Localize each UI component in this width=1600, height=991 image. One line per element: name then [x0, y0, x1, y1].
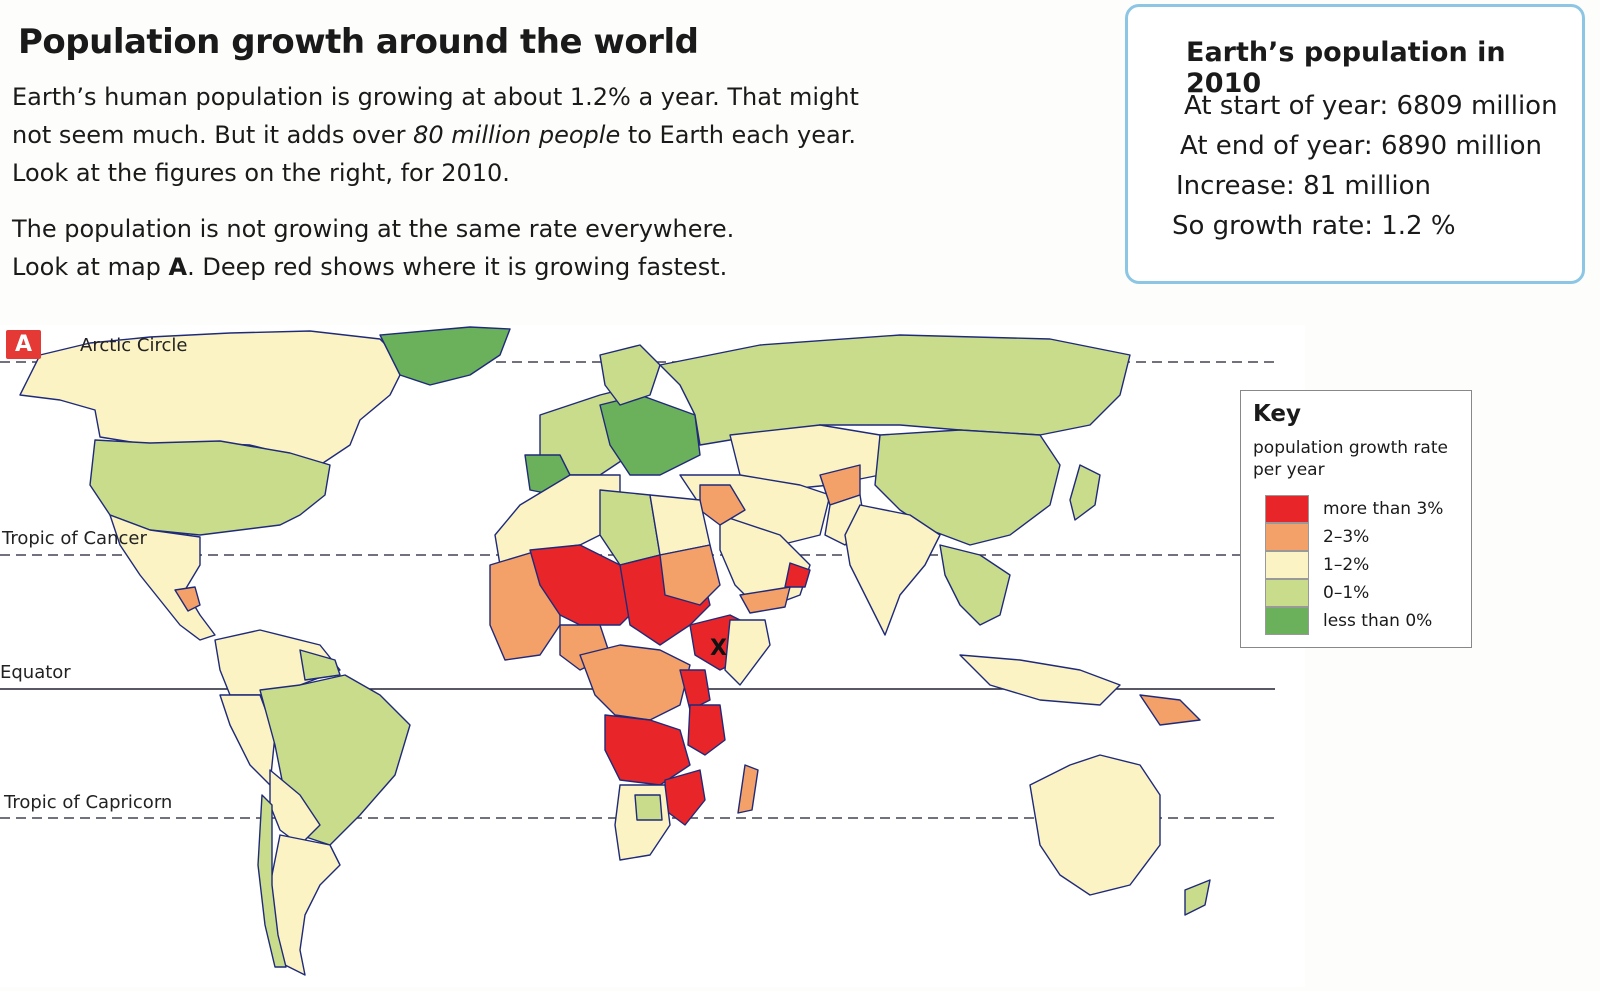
region-central-africa	[579, 644, 691, 721]
key-swatch	[1265, 495, 1309, 523]
key-swatch	[1265, 523, 1309, 551]
region-russia	[659, 334, 1131, 446]
intro-line-3: Look at the figures on the right, for 20…	[12, 159, 510, 187]
note-line-2-post: . Deep red shows where it is growing fas…	[187, 253, 728, 281]
region-sudan	[659, 544, 721, 606]
region-uganda	[679, 669, 711, 711]
label-arctic-circle: Arctic Circle	[80, 335, 188, 356]
stat-start: At start of year: 6809 million	[1184, 91, 1558, 121]
stat-increase-label: Increase:	[1176, 171, 1295, 201]
key-subtitle: population growth rate per year	[1253, 438, 1448, 480]
stat-increase: Increase: 81 million	[1176, 171, 1431, 201]
world-map: X	[0, 325, 1305, 987]
key-label: 0–1%	[1323, 583, 1370, 603]
region-botswana	[634, 794, 663, 821]
label-tropic-of-cancer: Tropic of Cancer	[2, 528, 147, 549]
note-line-2-pre: Look at map	[12, 253, 169, 281]
stats-box: Earth’s population in 2010 At start of y…	[1125, 4, 1585, 284]
region-scandinavia	[599, 344, 661, 406]
region-greenland	[379, 326, 511, 386]
key-swatch	[1265, 607, 1309, 635]
region-papua	[1139, 694, 1201, 726]
region-southeast-asia	[939, 544, 1011, 626]
region-madagascar	[737, 764, 759, 814]
intro-line-2-pre: not seem much. But it adds over	[12, 121, 414, 149]
map-marker-x: X	[710, 636, 727, 661]
map-key: Key population growth rate per year more…	[1240, 390, 1472, 648]
label-tropic-of-capricorn: Tropic of Capricorn	[4, 792, 173, 813]
stats-title: Earth’s population in 2010	[1186, 37, 1506, 99]
region-oman	[784, 562, 811, 588]
region-chile	[257, 794, 287, 968]
region-china	[874, 429, 1061, 546]
region-guatemala	[174, 586, 201, 612]
key-label: 2–3%	[1323, 527, 1370, 547]
region-somalia	[724, 619, 771, 686]
intro-line-1: Earth’s human population is growing at a…	[12, 83, 859, 111]
intro-line-2: not seem much. But it adds over 80 milli…	[12, 116, 912, 154]
region-canada	[19, 330, 406, 466]
stat-end-value: 6890 million	[1380, 131, 1542, 161]
stat-start-value: 6809 million	[1396, 91, 1558, 121]
region-australia	[1029, 754, 1161, 896]
region-congo	[604, 714, 691, 786]
intro-line-2-post: to Earth each year.	[620, 121, 857, 149]
stat-start-label: At start of year:	[1184, 91, 1389, 121]
stat-end: At end of year: 6890 million	[1180, 131, 1542, 161]
region-mozambique	[664, 769, 706, 826]
map-label-a: A	[6, 330, 42, 359]
region-europe-east	[599, 394, 701, 476]
key-label: 1–2%	[1323, 555, 1370, 575]
note-line-2: Look at map A. Deep red shows where it i…	[12, 248, 912, 286]
page-title: Population growth around the world	[18, 22, 699, 62]
key-label: less than 0%	[1323, 611, 1433, 631]
region-tanzania	[687, 704, 726, 756]
stat-end-label: At end of year:	[1180, 131, 1373, 161]
stat-increase-value: 81 million	[1303, 171, 1432, 201]
note-line-1: The population is not growing at the sam…	[12, 215, 735, 243]
region-mali-niger	[529, 544, 641, 626]
region-yemen	[739, 586, 791, 614]
region-egypt	[649, 494, 711, 556]
region-india	[844, 504, 941, 636]
stat-rate-value: 1.2 %	[1381, 211, 1456, 241]
key-label: more than 3%	[1323, 499, 1444, 519]
region-guyana	[299, 649, 341, 681]
note-paragraph: The population is not growing at the sam…	[12, 210, 912, 286]
world-map-svg: X	[0, 326, 1275, 976]
key-title: Key	[1253, 401, 1302, 427]
stat-rate: So growth rate: 1.2 %	[1172, 211, 1456, 241]
label-equator: Equator	[0, 662, 71, 683]
key-swatch	[1265, 551, 1309, 579]
note-map-ref: A	[168, 253, 188, 281]
intro-paragraph: Earth’s human population is growing at a…	[12, 78, 912, 192]
region-new-zealand	[1184, 879, 1211, 916]
region-japan	[1069, 464, 1101, 521]
key-swatch	[1265, 579, 1309, 607]
stat-rate-label: So growth rate:	[1172, 211, 1373, 241]
region-indonesia	[959, 654, 1121, 706]
intro-emphasis: 80 million people	[413, 121, 621, 149]
